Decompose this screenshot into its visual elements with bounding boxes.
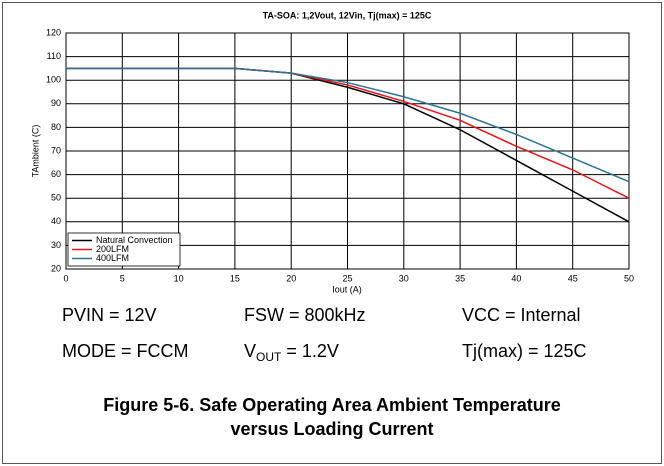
legend-label: 400LFM <box>96 253 129 263</box>
x-tick-label: 20 <box>286 273 296 283</box>
x-tick-label: 5 <box>120 273 125 283</box>
y-tick-label: 30 <box>51 240 61 250</box>
condition: MODE = FCCM <box>62 341 189 361</box>
x-tick-label: 30 <box>399 273 409 283</box>
series-line <box>66 67 630 183</box>
condition: FSW = 800kHz <box>244 305 366 325</box>
condition-part: = 1.2V <box>281 341 339 361</box>
x-tick-label: 50 <box>624 273 634 283</box>
y-tick-label: 60 <box>51 169 61 179</box>
x-tick-label: 15 <box>230 273 240 283</box>
x-tick-label: 25 <box>342 273 352 283</box>
x-tick-label: 45 <box>568 273 578 283</box>
y-tick-label: 20 <box>51 263 61 273</box>
condition-sub: OUT <box>256 350 282 364</box>
chart-title: TA-SOA: 1,2Vout, 12Vin, Tj(max) = 125C <box>263 10 432 20</box>
condition: PVIN = 12V <box>62 305 157 325</box>
x-axis-label: Iout (A) <box>332 284 362 294</box>
x-tick-label: 10 <box>174 273 184 283</box>
y-tick-label: 50 <box>51 193 61 203</box>
condition: Tj(max) = 125C <box>462 341 587 361</box>
legend-label: 200LFM <box>96 244 129 254</box>
x-tick-label: 40 <box>511 273 521 283</box>
y-tick-label: 110 <box>47 51 61 61</box>
y-tick-label: 40 <box>51 216 61 226</box>
figure-caption: Figure 5-6. Safe Operating Area Ambient … <box>103 395 561 439</box>
x-tick-label: 0 <box>63 273 68 283</box>
x-tick-label: 35 <box>455 273 465 283</box>
condition: VOUT = 1.2V <box>244 341 339 364</box>
y-axis-label: TAmbient (C) <box>30 125 40 178</box>
y-tick-label: 90 <box>51 98 61 108</box>
y-tick-label: 80 <box>51 122 61 132</box>
y-tick-label: 100 <box>46 75 61 85</box>
legend-label: Natural Convection <box>96 235 173 245</box>
y-tick-label: 70 <box>51 145 61 155</box>
condition-part: V <box>244 341 257 361</box>
y-tick-label: 120 <box>46 27 61 37</box>
condition: VCC = Internal <box>462 305 581 325</box>
